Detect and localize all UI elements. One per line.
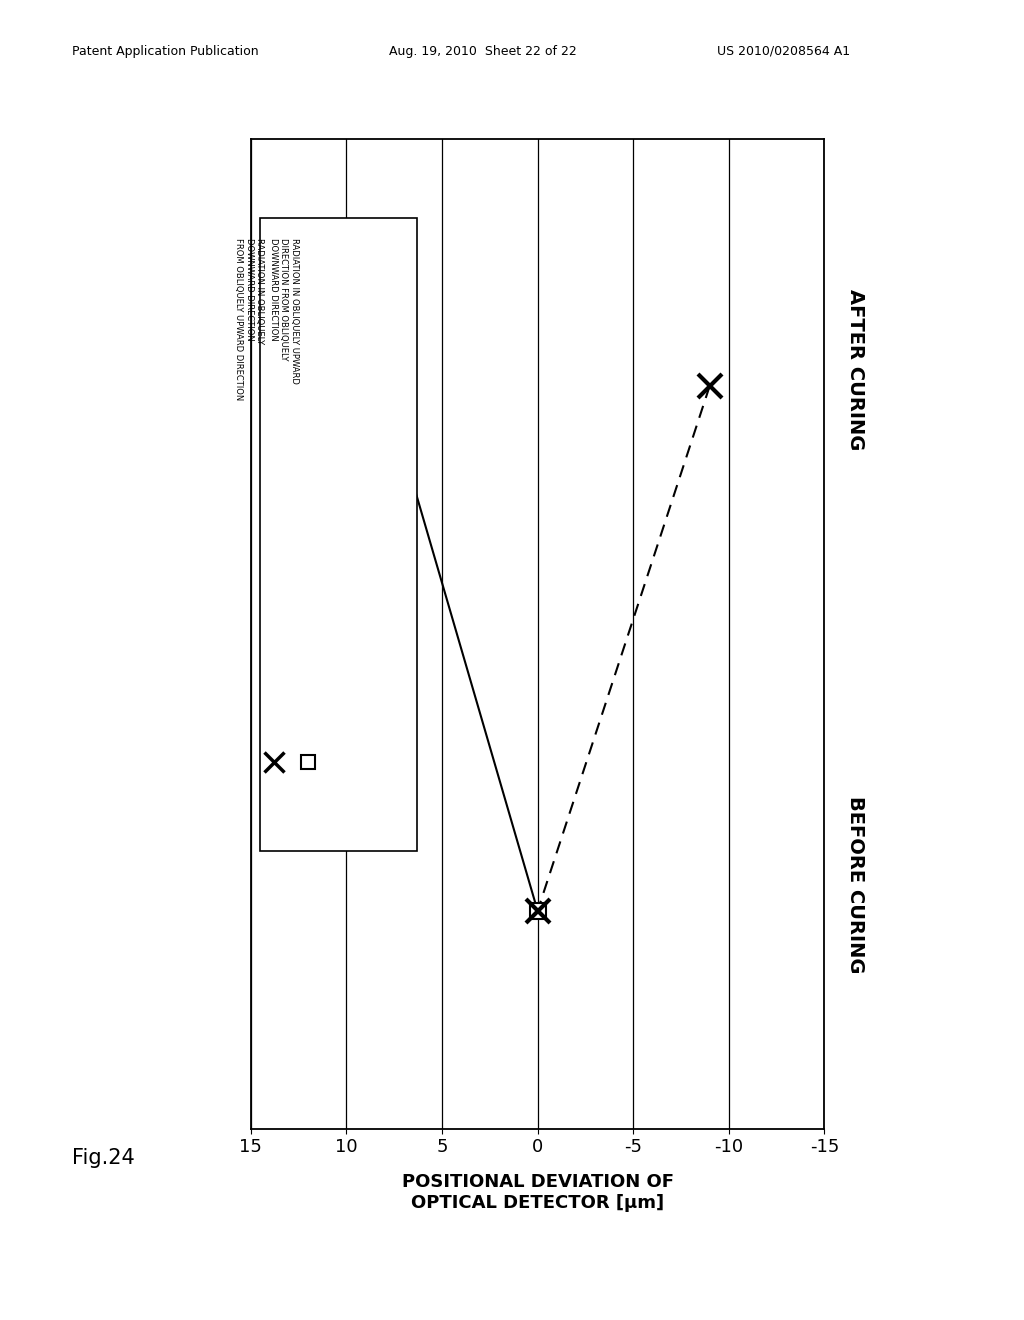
Text: Aug. 19, 2010  Sheet 22 of 22: Aug. 19, 2010 Sheet 22 of 22 — [389, 45, 577, 58]
Text: US 2010/0208564 A1: US 2010/0208564 A1 — [717, 45, 850, 58]
Text: BEFORE CURING: BEFORE CURING — [846, 796, 864, 973]
Text: AFTER CURING: AFTER CURING — [846, 289, 864, 450]
Text: Patent Application Publication: Patent Application Publication — [72, 45, 258, 58]
Text: RADIATION IN OBLIQUELY UPWARD
DIRECTION FROM OBLIQUELY
DOWNWARD DIRECTION: RADIATION IN OBLIQUELY UPWARD DIRECTION … — [269, 238, 299, 384]
Text: Fig.24: Fig.24 — [72, 1148, 134, 1168]
Text: RADIATION IN OBLIQUELY
DOWNWARD DIRECTION
FROM OBLIQUELY UPWARD DIRECTION: RADIATION IN OBLIQUELY DOWNWARD DIRECTIO… — [234, 238, 264, 400]
X-axis label: POSITIONAL DEVIATION OF
OPTICAL DETECTOR [μm]: POSITIONAL DEVIATION OF OPTICAL DETECTOR… — [401, 1173, 674, 1212]
Bar — [260, 218, 417, 851]
